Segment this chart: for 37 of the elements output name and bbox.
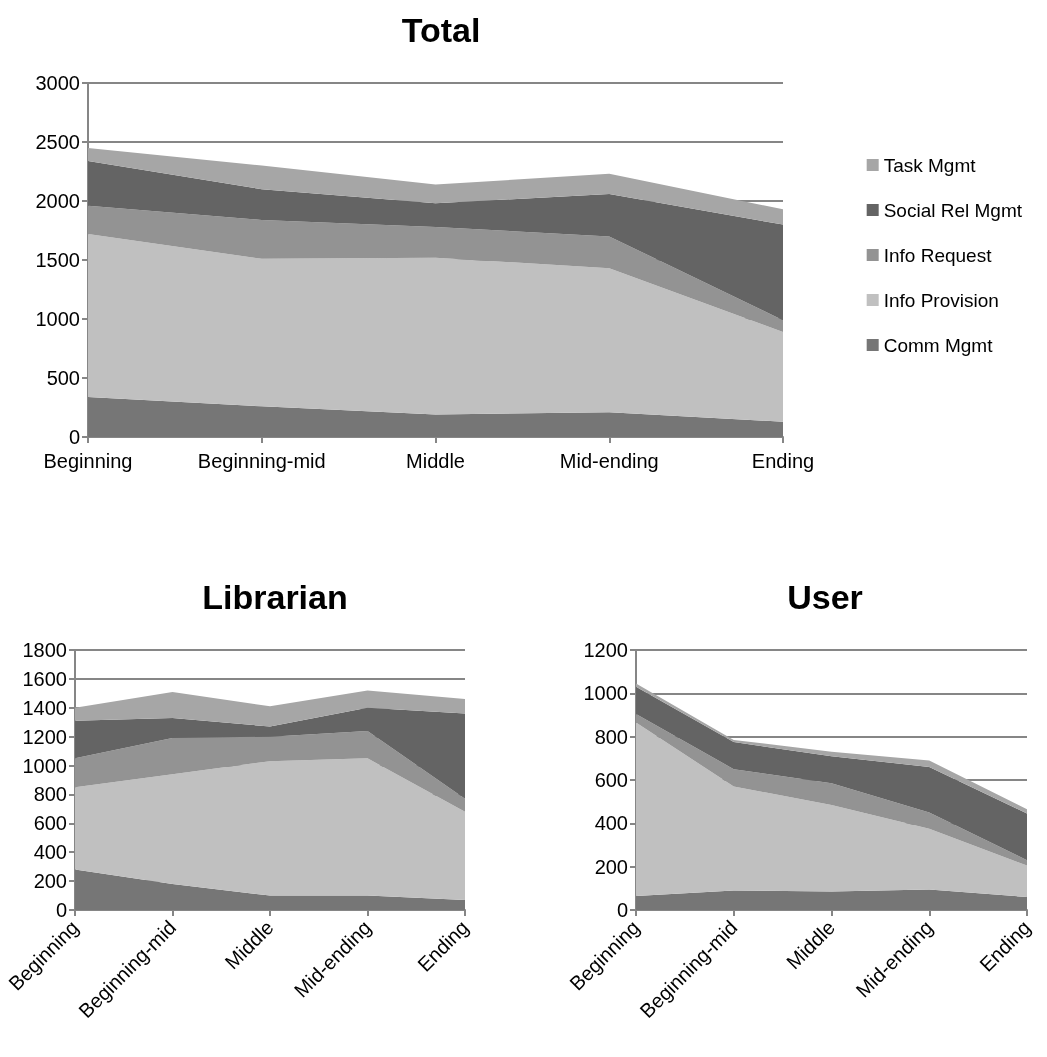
y-tick-label: 0 [68, 426, 80, 448]
y-tick-label: 200 [594, 855, 628, 878]
chart-title: Librarian [202, 578, 348, 616]
y-tick-label: 600 [33, 812, 67, 835]
x-tick-label: Mid-ending [559, 450, 659, 472]
y-tick-label: 1000 [583, 682, 628, 705]
y-tick-label: 500 [46, 367, 80, 389]
y-tick-label: 800 [594, 725, 628, 748]
legend-label: Social Rel Mgmt [883, 199, 1023, 221]
legend-label: Task Mgmt [883, 154, 977, 176]
legend-label: Comm Mgmt [883, 334, 994, 356]
y-tick-label: 0 [616, 899, 628, 921]
y-tick-label: 400 [33, 841, 67, 864]
y-tick-label: 1600 [22, 667, 67, 690]
y-tick-label: 1800 [22, 639, 67, 661]
y-tick-label: 1200 [22, 725, 67, 748]
y-tick-label: 400 [594, 812, 628, 835]
chart-title: Total [401, 11, 481, 49]
y-tick-label: 1500 [35, 249, 80, 271]
y-tick-label: 2500 [35, 131, 80, 153]
x-tick-label: Ending [751, 450, 815, 472]
y-tick-label: 200 [33, 870, 67, 893]
y-tick-label: 1000 [35, 308, 80, 330]
x-tick-label: Middle [406, 450, 465, 472]
legend-label: Info Provision [883, 289, 999, 311]
y-tick-label: 1400 [22, 696, 67, 719]
y-tick-label: 1000 [22, 754, 67, 777]
y-tick-label: 800 [33, 783, 67, 806]
y-tick-label: 600 [594, 769, 628, 791]
y-tick-label: 2000 [35, 190, 80, 212]
x-tick-label: Beginning-mid [197, 450, 326, 472]
chart-title: User [787, 578, 863, 616]
legend-label: Info Request [883, 244, 993, 266]
y-tick-label: 3000 [35, 72, 80, 94]
y-tick-label: 0 [55, 899, 67, 921]
y-tick-label: 1200 [583, 639, 628, 661]
x-tick-label: Beginning [43, 450, 133, 472]
